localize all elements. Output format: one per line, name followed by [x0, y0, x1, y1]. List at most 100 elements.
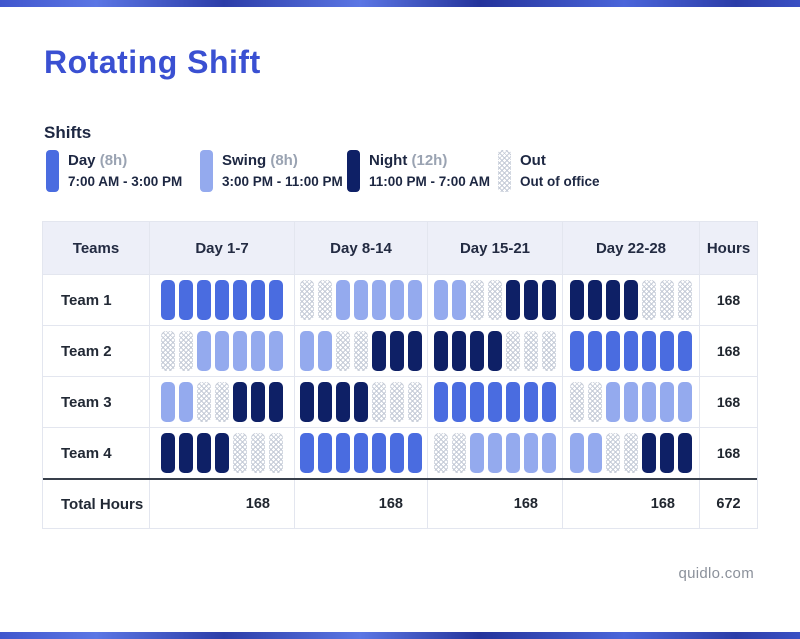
day-shift-pill — [434, 382, 448, 422]
day-shift-pill — [542, 382, 556, 422]
team-hours: 168 — [716, 292, 741, 308]
out-shift-pill — [318, 280, 332, 320]
out-shift-pill — [606, 433, 620, 473]
legend-label: Out — [520, 152, 546, 169]
legend-item-night: Night (12h) 11:00 PM - 7:00 AM — [347, 150, 498, 192]
column-header-week2: Day 8-14 — [295, 222, 428, 274]
shift-week-cell — [428, 326, 563, 376]
night-shift-swatch — [347, 150, 360, 192]
out-shift-pill — [570, 382, 584, 422]
swing-shift-pill — [318, 331, 332, 371]
legend-time-range: Out of office — [520, 174, 600, 189]
night-shift-pill — [354, 382, 368, 422]
swing-shift-pill — [488, 433, 502, 473]
swing-shift-pill — [300, 331, 314, 371]
day-shift-pill — [570, 331, 584, 371]
out-shift-pill — [161, 331, 175, 371]
swing-shift-pill — [233, 331, 247, 371]
column-header-week3: Day 15-21 — [428, 222, 563, 274]
night-shift-pill — [372, 331, 386, 371]
night-shift-pill — [642, 433, 656, 473]
shift-week-cell — [428, 275, 563, 325]
out-shift-pill — [678, 280, 692, 320]
day-shift-pill — [408, 433, 422, 473]
night-shift-pill — [470, 331, 484, 371]
day-shift-pill — [233, 280, 247, 320]
swing-shift-pill — [624, 382, 638, 422]
team-rows: Team 1 168 Team 2 168 Team 3 168 Team 4 168 — [43, 274, 757, 478]
column-header-teams: Teams — [43, 222, 150, 274]
day-shift-pill — [588, 331, 602, 371]
out-shift-pill — [660, 280, 674, 320]
team-label: Team 4 — [43, 428, 150, 478]
team-label: Team 2 — [43, 326, 150, 376]
night-shift-pill — [588, 280, 602, 320]
swing-shift-swatch — [200, 150, 213, 192]
swing-shift-pill — [354, 280, 368, 320]
shift-week-cell — [150, 275, 295, 325]
day-shift-pill — [390, 433, 404, 473]
legend-label: Night — [369, 152, 408, 169]
day-shift-pill — [179, 280, 193, 320]
top-gradient-bar — [0, 0, 800, 7]
legend-item-day: Day (8h) 7:00 AM - 3:00 PM — [46, 150, 200, 192]
night-shift-pill — [542, 280, 556, 320]
night-shift-pill — [660, 433, 674, 473]
bottom-gradient-bar — [0, 632, 800, 639]
team-label: Team 1 — [43, 275, 150, 325]
night-shift-pill — [506, 280, 520, 320]
swing-shift-pill — [542, 433, 556, 473]
day-shift-pill — [452, 382, 466, 422]
shift-week-cell — [428, 428, 563, 478]
shift-week-cell — [563, 326, 700, 376]
out-shift-pill — [354, 331, 368, 371]
night-shift-pill — [624, 280, 638, 320]
legend-item-out: Out Out of office — [498, 150, 600, 192]
out-shift-pill — [588, 382, 602, 422]
team-hours: 168 — [716, 343, 741, 359]
night-shift-pill — [678, 433, 692, 473]
shift-week-cell — [428, 377, 563, 427]
out-shift-pill — [390, 382, 404, 422]
night-shift-pill — [434, 331, 448, 371]
out-shift-pill — [452, 433, 466, 473]
swing-shift-pill — [506, 433, 520, 473]
out-shift-pill — [300, 280, 314, 320]
swing-shift-pill — [434, 280, 448, 320]
day-shift-swatch — [46, 150, 59, 192]
swing-shift-pill — [390, 280, 404, 320]
swing-shift-pill — [642, 382, 656, 422]
day-shift-pill — [161, 280, 175, 320]
night-shift-pill — [318, 382, 332, 422]
legend-duration: (8h) — [99, 152, 128, 169]
night-shift-pill — [269, 382, 283, 422]
out-shift-pill — [488, 280, 502, 320]
night-shift-pill — [179, 433, 193, 473]
shift-week-cell — [295, 377, 428, 427]
shift-week-cell — [150, 428, 295, 478]
swing-shift-pill — [336, 280, 350, 320]
night-shift-pill — [300, 382, 314, 422]
swing-shift-pill — [408, 280, 422, 320]
day-shift-pill — [354, 433, 368, 473]
swing-shift-pill — [606, 382, 620, 422]
out-shift-pill — [408, 382, 422, 422]
week1-total: 168 — [150, 480, 295, 528]
page-title: Rotating Shift — [44, 44, 261, 80]
swing-shift-pill — [660, 382, 674, 422]
shift-week-cell — [563, 428, 700, 478]
night-shift-pill — [233, 382, 247, 422]
swing-shift-pill — [588, 433, 602, 473]
swing-shift-pill — [251, 331, 265, 371]
shift-week-cell — [150, 377, 295, 427]
night-shift-pill — [336, 382, 350, 422]
day-shift-pill — [624, 331, 638, 371]
day-shift-pill — [197, 280, 211, 320]
swing-shift-pill — [179, 382, 193, 422]
night-shift-pill — [524, 280, 538, 320]
legend-label: Swing — [222, 152, 267, 169]
night-shift-pill — [570, 280, 584, 320]
brand-watermark: quidlo.com — [678, 565, 754, 582]
out-shift-pill — [642, 280, 656, 320]
shift-week-cell — [295, 326, 428, 376]
